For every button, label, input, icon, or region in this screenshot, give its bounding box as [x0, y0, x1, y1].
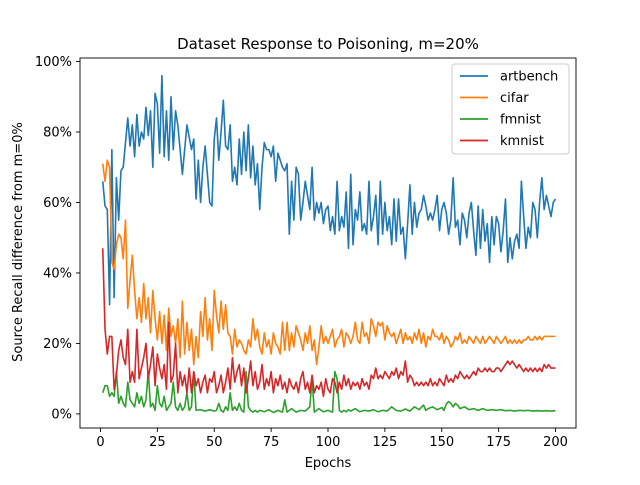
y-axis-label: Source Recall difference from m=0%	[11, 122, 26, 362]
y-tick-label: 100%	[35, 55, 72, 70]
x-tick-label: 150	[429, 435, 454, 450]
x-tick-label: 125	[372, 435, 397, 450]
legend-label-fmnist: fmnist	[500, 113, 541, 128]
x-tick-label: 100	[316, 435, 341, 450]
y-tick-label: 80%	[43, 126, 72, 141]
x-tick-label: 175	[486, 435, 511, 450]
series-line-kmnist	[101, 248, 556, 398]
x-axis-label: Epochs	[305, 456, 352, 471]
y-tick-label: 0%	[51, 407, 72, 422]
x-tick-label: 75	[263, 435, 280, 450]
x-tick-label: 25	[149, 435, 166, 450]
legend: artbench cifar fmnist kmnist	[451, 63, 570, 155]
legend-label-artbench: artbench	[500, 70, 558, 85]
series-line-fmnist	[101, 370, 556, 414]
series-line-artbench	[101, 74, 557, 306]
y-tick-label: 20%	[43, 337, 72, 352]
legend-label-kmnist: kmnist	[500, 134, 544, 149]
series-layer	[101, 74, 557, 414]
chart-title: Dataset Response to Poisoning, m=20%	[177, 35, 479, 53]
x-tick-label: 200	[543, 435, 568, 450]
axes-layer: 0 25 50 75 100 125 150 175 200 0% 20% 40% 60% 80% 100%	[35, 55, 577, 450]
legend-box	[451, 63, 570, 155]
series-line-cifar	[101, 159, 556, 366]
y-tick-label: 60%	[43, 196, 72, 211]
y-tick-label: 40%	[43, 266, 72, 281]
legend-label-cifar: cifar	[500, 91, 529, 106]
x-tick-label: 0	[96, 435, 104, 450]
x-tick-label: 50	[206, 435, 223, 450]
